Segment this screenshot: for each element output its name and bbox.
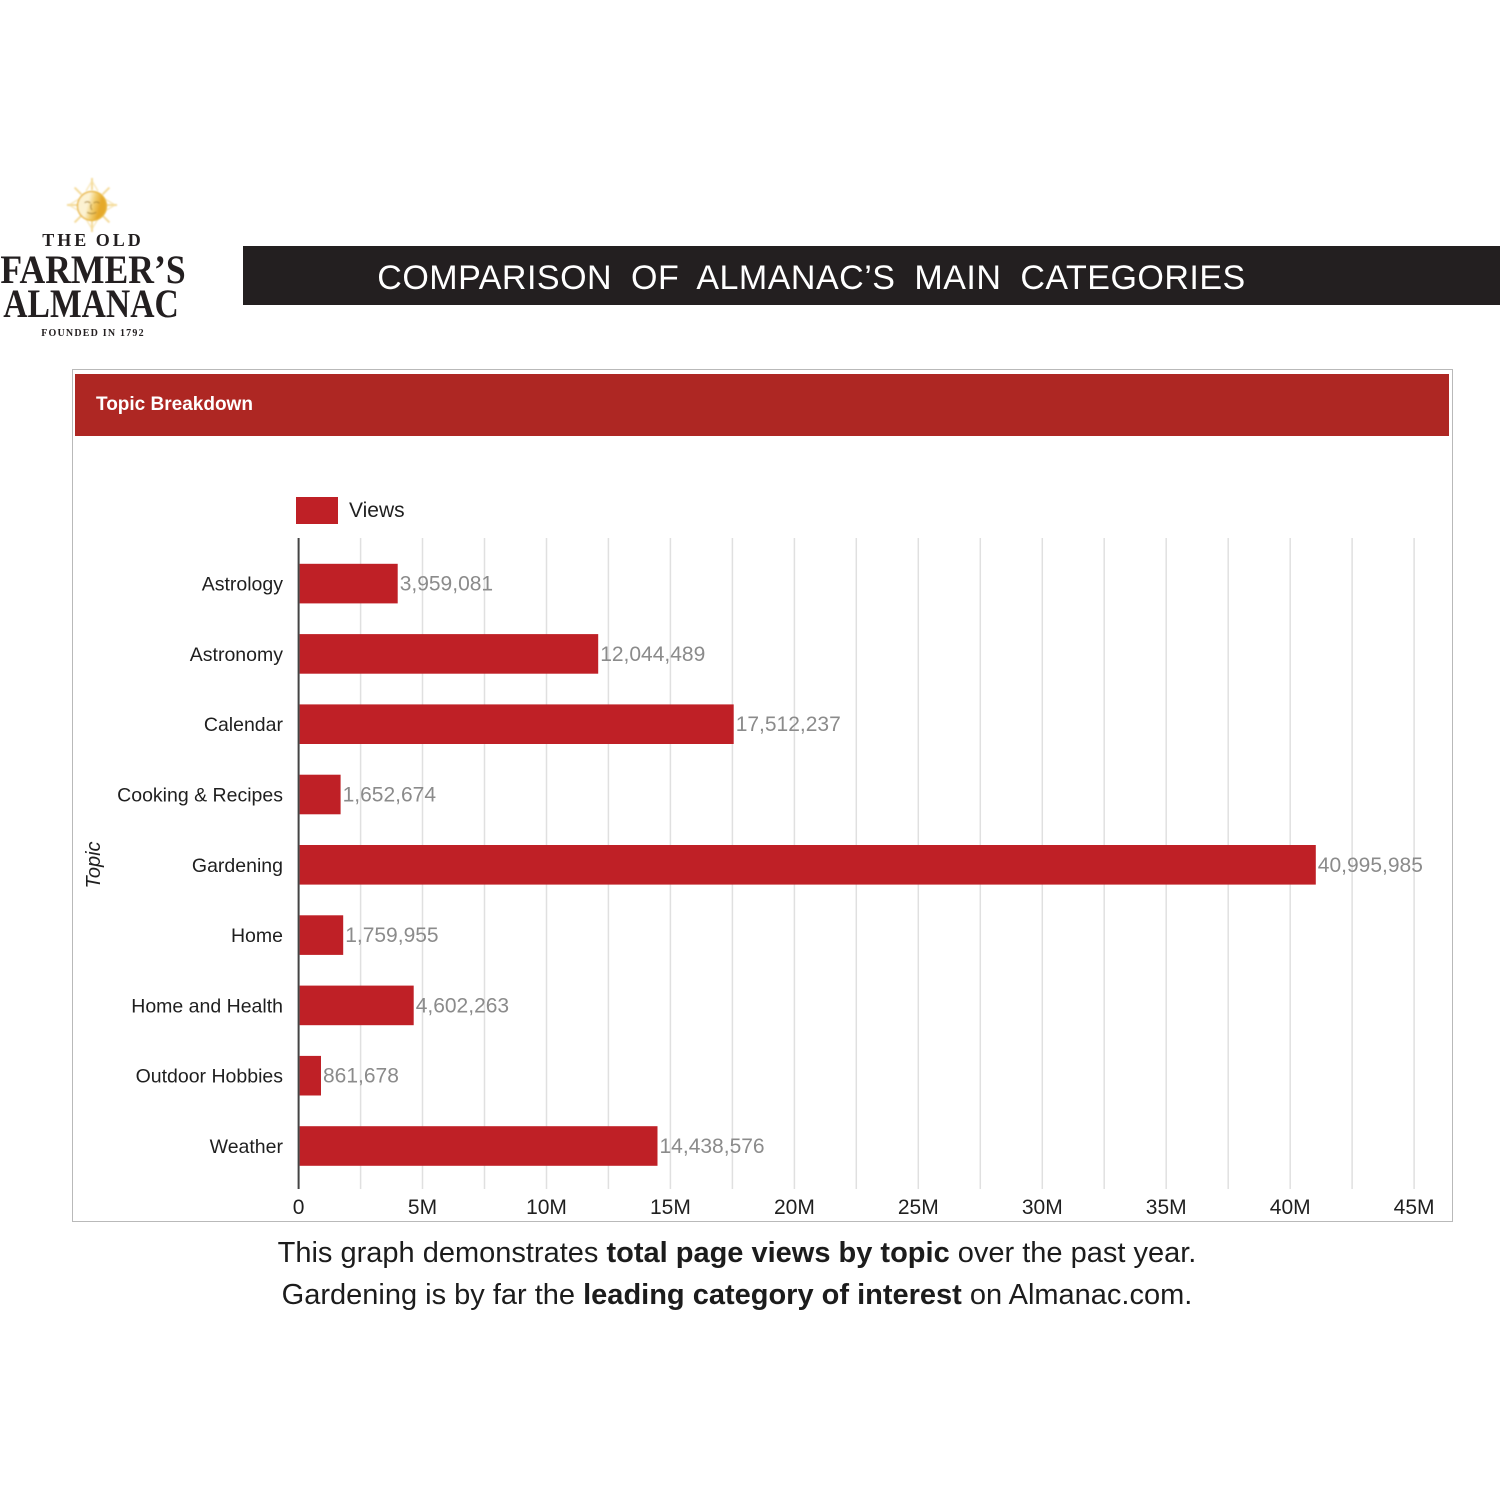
svg-text:Topic: Topic (83, 841, 105, 888)
svg-text:40,995,985: 40,995,985 (1318, 854, 1423, 877)
svg-text:5M: 5M (408, 1196, 437, 1219)
svg-text:Calendar: Calendar (204, 714, 284, 736)
svg-text:861,678: 861,678 (323, 1065, 399, 1088)
svg-text:14,438,576: 14,438,576 (660, 1135, 765, 1158)
svg-text:1,652,674: 1,652,674 (343, 784, 437, 807)
svg-text:Outdoor Hobbies: Outdoor Hobbies (136, 1066, 284, 1088)
svg-text:20M: 20M (774, 1196, 815, 1219)
svg-text:40M: 40M (1270, 1196, 1311, 1219)
svg-text:35M: 35M (1146, 1196, 1187, 1219)
svg-text:Astrology: Astrology (202, 574, 284, 596)
svg-text:4,602,263: 4,602,263 (416, 994, 509, 1017)
svg-text:45M: 45M (1394, 1196, 1435, 1219)
svg-text:Astronomy: Astronomy (190, 644, 283, 666)
svg-text:Home: Home (231, 925, 283, 947)
svg-text:Views: Views (349, 499, 405, 522)
svg-text:Weather: Weather (210, 1136, 284, 1158)
svg-text:Cooking & Recipes: Cooking & Recipes (117, 785, 283, 807)
svg-text:3,959,081: 3,959,081 (400, 573, 493, 596)
svg-text:10M: 10M (526, 1196, 567, 1219)
svg-text:30M: 30M (1022, 1196, 1063, 1219)
svg-text:25M: 25M (898, 1196, 939, 1219)
svg-text:0: 0 (293, 1196, 305, 1219)
svg-text:12,044,489: 12,044,489 (600, 643, 705, 666)
svg-text:1,759,955: 1,759,955 (345, 924, 438, 947)
svg-text:Home and Health: Home and Health (131, 995, 283, 1017)
svg-text:15M: 15M (650, 1196, 691, 1219)
svg-text:17,512,237: 17,512,237 (736, 713, 841, 736)
svg-text:Gardening: Gardening (192, 855, 283, 877)
